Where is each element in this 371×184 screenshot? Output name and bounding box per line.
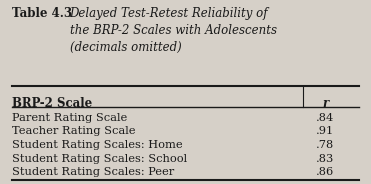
Text: Delayed Test-Retest Reliability of
the BRP-2 Scales with Adolescents
(decimals o: Delayed Test-Retest Reliability of the B… <box>69 7 276 54</box>
Text: BRP-2 Scale: BRP-2 Scale <box>13 97 93 109</box>
Text: Student Rating Scales: Home: Student Rating Scales: Home <box>13 140 183 150</box>
Text: .86: .86 <box>316 167 335 177</box>
Text: .78: .78 <box>316 140 335 150</box>
Text: Student Rating Scales: School: Student Rating Scales: School <box>13 154 188 164</box>
Text: Student Rating Scales: Peer: Student Rating Scales: Peer <box>13 167 175 177</box>
Text: r: r <box>322 97 329 109</box>
Text: Table 4.3: Table 4.3 <box>13 7 73 20</box>
Text: .91: .91 <box>316 126 335 136</box>
Text: .83: .83 <box>316 154 335 164</box>
Text: .84: .84 <box>316 113 335 123</box>
Text: Teacher Rating Scale: Teacher Rating Scale <box>13 126 136 136</box>
Text: Parent Rating Scale: Parent Rating Scale <box>13 113 128 123</box>
